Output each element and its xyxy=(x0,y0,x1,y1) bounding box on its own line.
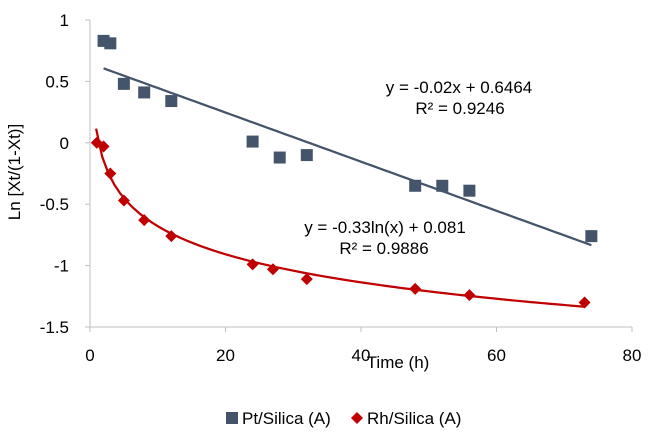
rh-log-trendline xyxy=(95,128,585,308)
x-tick-label: 20 xyxy=(216,346,235,365)
pt-data-point xyxy=(436,179,449,192)
rh-data-point xyxy=(463,289,476,302)
legend-label-rh: Rh/Silica (A) xyxy=(367,409,461,428)
pt-trend-r2: R² = 0.9246 xyxy=(415,99,504,118)
rh-data-point xyxy=(266,263,279,276)
y-tick-label: 0 xyxy=(60,134,69,153)
pt-data-point xyxy=(117,77,130,90)
pt-data-point xyxy=(409,179,422,192)
rh-data-point xyxy=(300,273,313,286)
legend-marker-rh xyxy=(351,412,363,424)
x-tick-label: 40 xyxy=(352,346,371,365)
pt-data-point xyxy=(585,230,598,243)
pt-data-point xyxy=(273,151,286,164)
rh-trend-equation: y = -0.33ln(x) + 0.081 xyxy=(304,218,466,237)
rh-data-point xyxy=(246,258,259,271)
rh-data-point xyxy=(117,194,130,207)
x-axis-title: Time (h) xyxy=(367,353,430,372)
x-tick-label: 80 xyxy=(623,346,642,365)
rh-data-point xyxy=(409,282,422,295)
y-tick-label: -1.5 xyxy=(40,318,69,337)
legend: Pt/Silica (A) Rh/Silica (A) xyxy=(226,409,461,428)
trendlines xyxy=(95,67,592,308)
x-tick-label: 60 xyxy=(487,346,506,365)
legend-marker-pt xyxy=(226,412,238,424)
y-tick-label: 0.5 xyxy=(45,72,69,91)
rh-trend-r2: R² = 0.9886 xyxy=(339,239,428,258)
x-tick-label: 0 xyxy=(85,346,94,365)
rh-data-point xyxy=(165,230,178,243)
rh-data-point xyxy=(578,296,591,309)
rh-data-point xyxy=(97,140,110,153)
axes: 1 0.5 0 -0.5 -1 -1.5 0 20 40 60 80 xyxy=(40,11,642,365)
pt-data-point xyxy=(463,184,476,197)
pt-data-point xyxy=(104,37,117,50)
y-tick-label: 1 xyxy=(60,11,69,30)
y-tick-label: -0.5 xyxy=(40,195,69,214)
y-tick-label: -1 xyxy=(54,257,69,276)
pt-trend-equation: y = -0.02x + 0.6464 xyxy=(386,78,533,97)
rh-data-point xyxy=(138,214,151,227)
pt-data-point xyxy=(138,86,151,99)
rh-data-point xyxy=(104,167,117,180)
data-points xyxy=(90,34,598,309)
pt-data-point xyxy=(165,95,178,108)
pt-data-point xyxy=(246,135,259,148)
y-axis-title: Ln [Xt/(1-Xt)] xyxy=(5,124,24,220)
pt-linear-trendline xyxy=(103,67,592,247)
legend-label-pt: Pt/Silica (A) xyxy=(242,409,331,428)
pt-data-point xyxy=(300,149,313,162)
